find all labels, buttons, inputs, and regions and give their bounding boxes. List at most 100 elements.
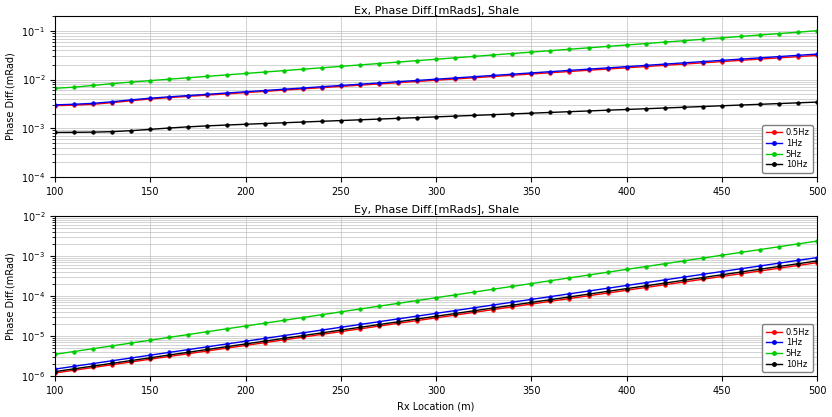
- 10Hz: [564, 109, 574, 114]
- 10Hz: [279, 120, 289, 125]
- 10Hz: [165, 126, 175, 131]
- 10Hz: [755, 102, 765, 107]
- 10Hz: [602, 108, 612, 113]
- 10Hz: [355, 117, 365, 122]
- 1Hz: [546, 294, 556, 299]
- 0.5Hz: [469, 310, 479, 315]
- 0.5Hz: [221, 91, 231, 96]
- 5Hz: [660, 40, 670, 45]
- 1Hz: [374, 80, 384, 85]
- Legend: 0.5Hz, 1Hz, 5Hz, 10Hz: 0.5Hz, 1Hz, 5Hz, 10Hz: [762, 125, 813, 173]
- 0.5Hz: [527, 301, 537, 306]
- 0.5Hz: [202, 93, 212, 98]
- 10Hz: [736, 269, 746, 274]
- 10Hz: [183, 124, 193, 129]
- 10Hz: [412, 317, 422, 322]
- 10Hz: [393, 319, 403, 324]
- 10Hz: [431, 114, 441, 119]
- 0.5Hz: [431, 78, 441, 83]
- 0.5Hz: [564, 69, 574, 74]
- 0.5Hz: [355, 83, 365, 88]
- 10Hz: [336, 328, 346, 333]
- 10Hz: [183, 350, 193, 355]
- 10Hz: [336, 118, 346, 123]
- 0.5Hz: [546, 299, 556, 304]
- 5Hz: [736, 250, 746, 255]
- 5Hz: [260, 70, 270, 75]
- 0.5Hz: [202, 349, 212, 354]
- 1Hz: [165, 350, 175, 355]
- 1Hz: [641, 280, 651, 285]
- 1Hz: [183, 93, 193, 98]
- 1Hz: [508, 72, 518, 77]
- 1Hz: [660, 62, 670, 67]
- 10Hz: [469, 113, 479, 118]
- 0.5Hz: [546, 70, 556, 75]
- 1Hz: [488, 302, 498, 307]
- 5Hz: [641, 41, 651, 46]
- X-axis label: Rx Location (m): Rx Location (m): [398, 402, 475, 412]
- 10Hz: [450, 311, 460, 316]
- 5Hz: [488, 53, 498, 58]
- 0.5Hz: [279, 88, 289, 93]
- 5Hz: [69, 349, 79, 354]
- 10Hz: [69, 130, 79, 135]
- 10Hz: [602, 289, 612, 294]
- Title: Ey, Phase Diff.[mRads], Shale: Ey, Phase Diff.[mRads], Shale: [354, 205, 518, 215]
- 0.5Hz: [679, 279, 689, 284]
- 1Hz: [165, 94, 175, 99]
- 1Hz: [774, 261, 784, 266]
- 0.5Hz: [126, 359, 136, 364]
- 5Hz: [679, 38, 689, 43]
- 10Hz: [527, 111, 537, 116]
- 10Hz: [583, 291, 593, 296]
- 10Hz: [583, 108, 593, 113]
- 5Hz: [736, 34, 746, 39]
- 10Hz: [240, 342, 250, 347]
- 5Hz: [698, 37, 708, 42]
- 1Hz: [260, 88, 270, 93]
- 5Hz: [527, 281, 537, 286]
- Line: 5Hz: 5Hz: [53, 239, 819, 356]
- 1Hz: [602, 65, 612, 70]
- 1Hz: [469, 305, 479, 310]
- 5Hz: [165, 335, 175, 340]
- 10Hz: [374, 322, 384, 327]
- 1Hz: [450, 75, 460, 80]
- 1Hz: [583, 289, 593, 294]
- 10Hz: [107, 361, 117, 366]
- 1Hz: [469, 74, 479, 79]
- 5Hz: [393, 301, 403, 306]
- 5Hz: [107, 343, 117, 348]
- 0.5Hz: [679, 62, 689, 67]
- 0.5Hz: [641, 64, 651, 69]
- 10Hz: [88, 364, 98, 369]
- 5Hz: [240, 71, 250, 76]
- 1Hz: [355, 82, 365, 87]
- 10Hz: [240, 122, 250, 127]
- 10Hz: [546, 110, 556, 115]
- 1Hz: [527, 70, 537, 75]
- 0.5Hz: [431, 315, 441, 320]
- 5Hz: [564, 47, 574, 52]
- 0.5Hz: [298, 86, 308, 91]
- 1Hz: [221, 90, 231, 95]
- 5Hz: [50, 352, 60, 357]
- 1Hz: [240, 89, 250, 94]
- 0.5Hz: [374, 81, 384, 86]
- 0.5Hz: [755, 57, 765, 62]
- 1Hz: [374, 319, 384, 324]
- 10Hz: [165, 352, 175, 357]
- 10Hz: [126, 358, 136, 363]
- 10Hz: [660, 106, 670, 111]
- 0.5Hz: [165, 354, 175, 359]
- 1Hz: [69, 102, 79, 107]
- 1Hz: [793, 53, 803, 58]
- Line: 10Hz: 10Hz: [53, 100, 819, 134]
- 10Hz: [298, 120, 308, 125]
- 10Hz: [469, 308, 479, 313]
- 1Hz: [698, 59, 708, 64]
- 10Hz: [774, 264, 784, 269]
- 5Hz: [412, 298, 422, 303]
- 10Hz: [622, 286, 631, 291]
